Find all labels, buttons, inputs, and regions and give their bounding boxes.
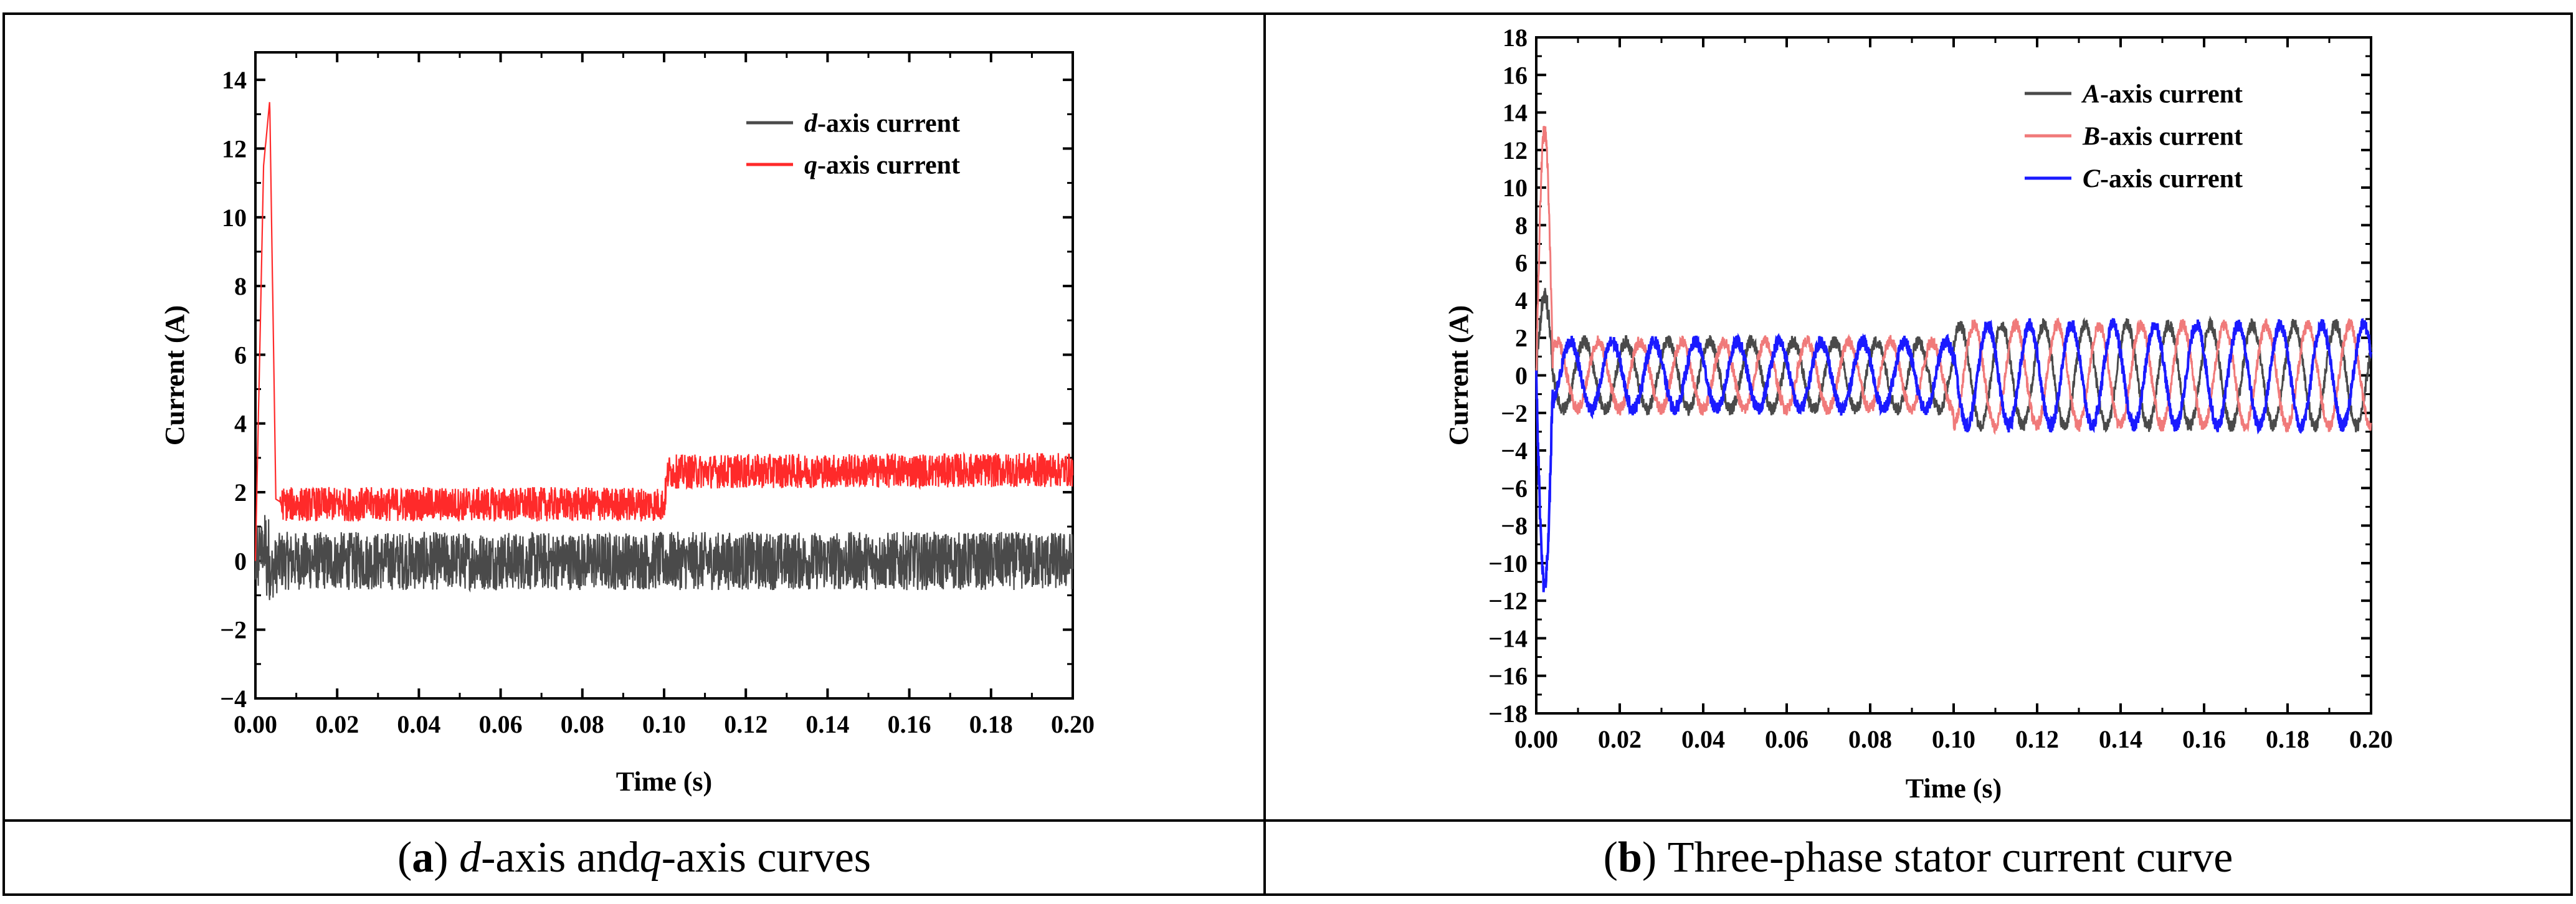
legend-label: A-axis current — [2081, 80, 2243, 109]
y-tick-label: −18 — [1488, 700, 1528, 728]
x-tick-label: 0.20 — [1051, 710, 1095, 738]
y-tick-label: 14 — [1503, 99, 1528, 127]
chart-b: 0.00 0.02 0.04 0.06 0.08 0.10 0.12 0.14 0.16 0.18… — [1443, 24, 2393, 804]
x-tick-label: 0.16 — [2182, 725, 2226, 753]
y-tick-label: −4 — [220, 685, 247, 713]
legend-label-rest: -axis current — [2100, 165, 2243, 194]
x-tick-label: 0.02 — [1598, 725, 1642, 753]
y-tick-label: −8 — [1501, 512, 1528, 540]
y-tick-label: −14 — [1488, 624, 1528, 652]
x-tick-label: 0.00 — [234, 710, 277, 738]
caption-b-letter: b — [1617, 834, 1642, 882]
legend-label-italic: d — [804, 110, 818, 138]
y-tick-label: −10 — [1488, 550, 1528, 578]
x-axis-label: Time (s) — [616, 766, 712, 797]
x-tick-label: 0.06 — [1765, 725, 1808, 753]
y-tick-label: −16 — [1488, 662, 1528, 690]
y-tick-label: −2 — [1501, 399, 1528, 427]
x-tick-label: 0.00 — [1514, 725, 1558, 753]
caption-a-d: d — [459, 834, 482, 882]
y-tick-label: 6 — [1515, 249, 1528, 277]
caption-a-text2: -axis curves — [661, 834, 872, 882]
x-tick-label: 0.02 — [315, 710, 359, 738]
x-tick-label: 0.12 — [2015, 725, 2059, 753]
y-tick-label: 16 — [1503, 61, 1528, 89]
y-tick-label: 4 — [1515, 287, 1528, 315]
caption-a-text1: -axis and — [481, 834, 640, 882]
x-tick-label: 0.20 — [2349, 725, 2393, 753]
caption-b-text: Three-phase stator current curve — [1667, 834, 2233, 882]
y-axis-label: Current (A) — [159, 305, 190, 445]
y-tick-label: −6 — [1501, 474, 1528, 502]
y-tick-label: 0 — [234, 547, 247, 575]
x-tick-label: 0.08 — [1848, 725, 1892, 753]
x-tick-label: 0.10 — [642, 710, 686, 738]
y-tick-label: −2 — [220, 616, 247, 644]
legend-label: d-axis current — [804, 110, 960, 138]
y-tick-label: 10 — [222, 204, 247, 232]
x-tick-label: 0.16 — [888, 710, 931, 738]
series-b-axis-line — [1535, 126, 2372, 435]
x-tick-label: 0.08 — [561, 710, 604, 738]
y-tick-label: 18 — [1503, 24, 1528, 52]
y-tick-label: 12 — [1503, 136, 1528, 164]
y-tick-label: 12 — [222, 135, 247, 163]
y-tick-label: −12 — [1488, 587, 1528, 615]
chart-a: 0.00 0.02 0.04 0.06 0.08 0.10 0.12 0.14 0.16 0.18… — [159, 51, 1095, 797]
plot-area-frame — [1535, 36, 2372, 715]
series-q-axis-line — [254, 102, 1074, 561]
y-tick-label: 2 — [234, 478, 247, 507]
y-tick-label: 14 — [222, 66, 247, 94]
legend-label-rest: -axis current — [817, 110, 960, 138]
legend-label: C-axis current — [2083, 165, 2243, 194]
series-d-axis-line — [254, 515, 1074, 601]
y-tick-label: 4 — [234, 410, 247, 438]
x-tick-label: 0.14 — [806, 710, 849, 738]
caption-a-q: q — [639, 834, 662, 882]
legend-label-italic: q — [804, 151, 817, 180]
table-border — [2, 12, 2573, 896]
x-axis-label: Time (s) — [1906, 773, 2002, 804]
legend-label-rest: -axis current — [2100, 123, 2243, 151]
y-axis-label: Current (A) — [1443, 305, 1474, 445]
caption-b: (b) Three-phase stator current curve — [1603, 834, 2233, 882]
legend-label: B-axis current — [2082, 123, 2243, 151]
y-tick-label: 8 — [1515, 211, 1528, 239]
x-tick-label: 0.18 — [2266, 725, 2309, 753]
x-tick-label: 0.04 — [397, 710, 440, 738]
x-tick-label: 0.18 — [969, 710, 1013, 738]
x-tick-label: 0.04 — [1681, 725, 1725, 753]
legend-label-italic: A — [2081, 80, 2100, 109]
legend-label-italic: B — [2082, 123, 2100, 151]
x-tick-label: 0.14 — [2099, 725, 2142, 753]
y-tick-label: 0 — [1515, 362, 1528, 390]
y-tick-label: −4 — [1501, 437, 1528, 465]
plot-area-frame — [254, 51, 1074, 700]
y-tick-label: 10 — [1503, 174, 1528, 202]
caption-a-letter: a — [412, 834, 434, 882]
x-tick-label: 0.12 — [724, 710, 768, 738]
y-tick-label: 8 — [234, 272, 247, 300]
y-tick-label: 6 — [234, 341, 247, 369]
y-tick-label: 2 — [1515, 324, 1528, 352]
legend-label: q-axis current — [804, 151, 960, 180]
x-tick-label: 0.06 — [479, 710, 523, 738]
legend-label-italic: C — [2083, 165, 2101, 194]
caption-a: (a) d -axis and q -axis curves — [397, 834, 872, 882]
legend-label-rest: -axis current — [2100, 80, 2243, 109]
series-c-axis-line — [1535, 318, 2372, 592]
legend-label-rest: -axis current — [817, 151, 960, 180]
x-tick-label: 0.10 — [1932, 725, 1975, 753]
